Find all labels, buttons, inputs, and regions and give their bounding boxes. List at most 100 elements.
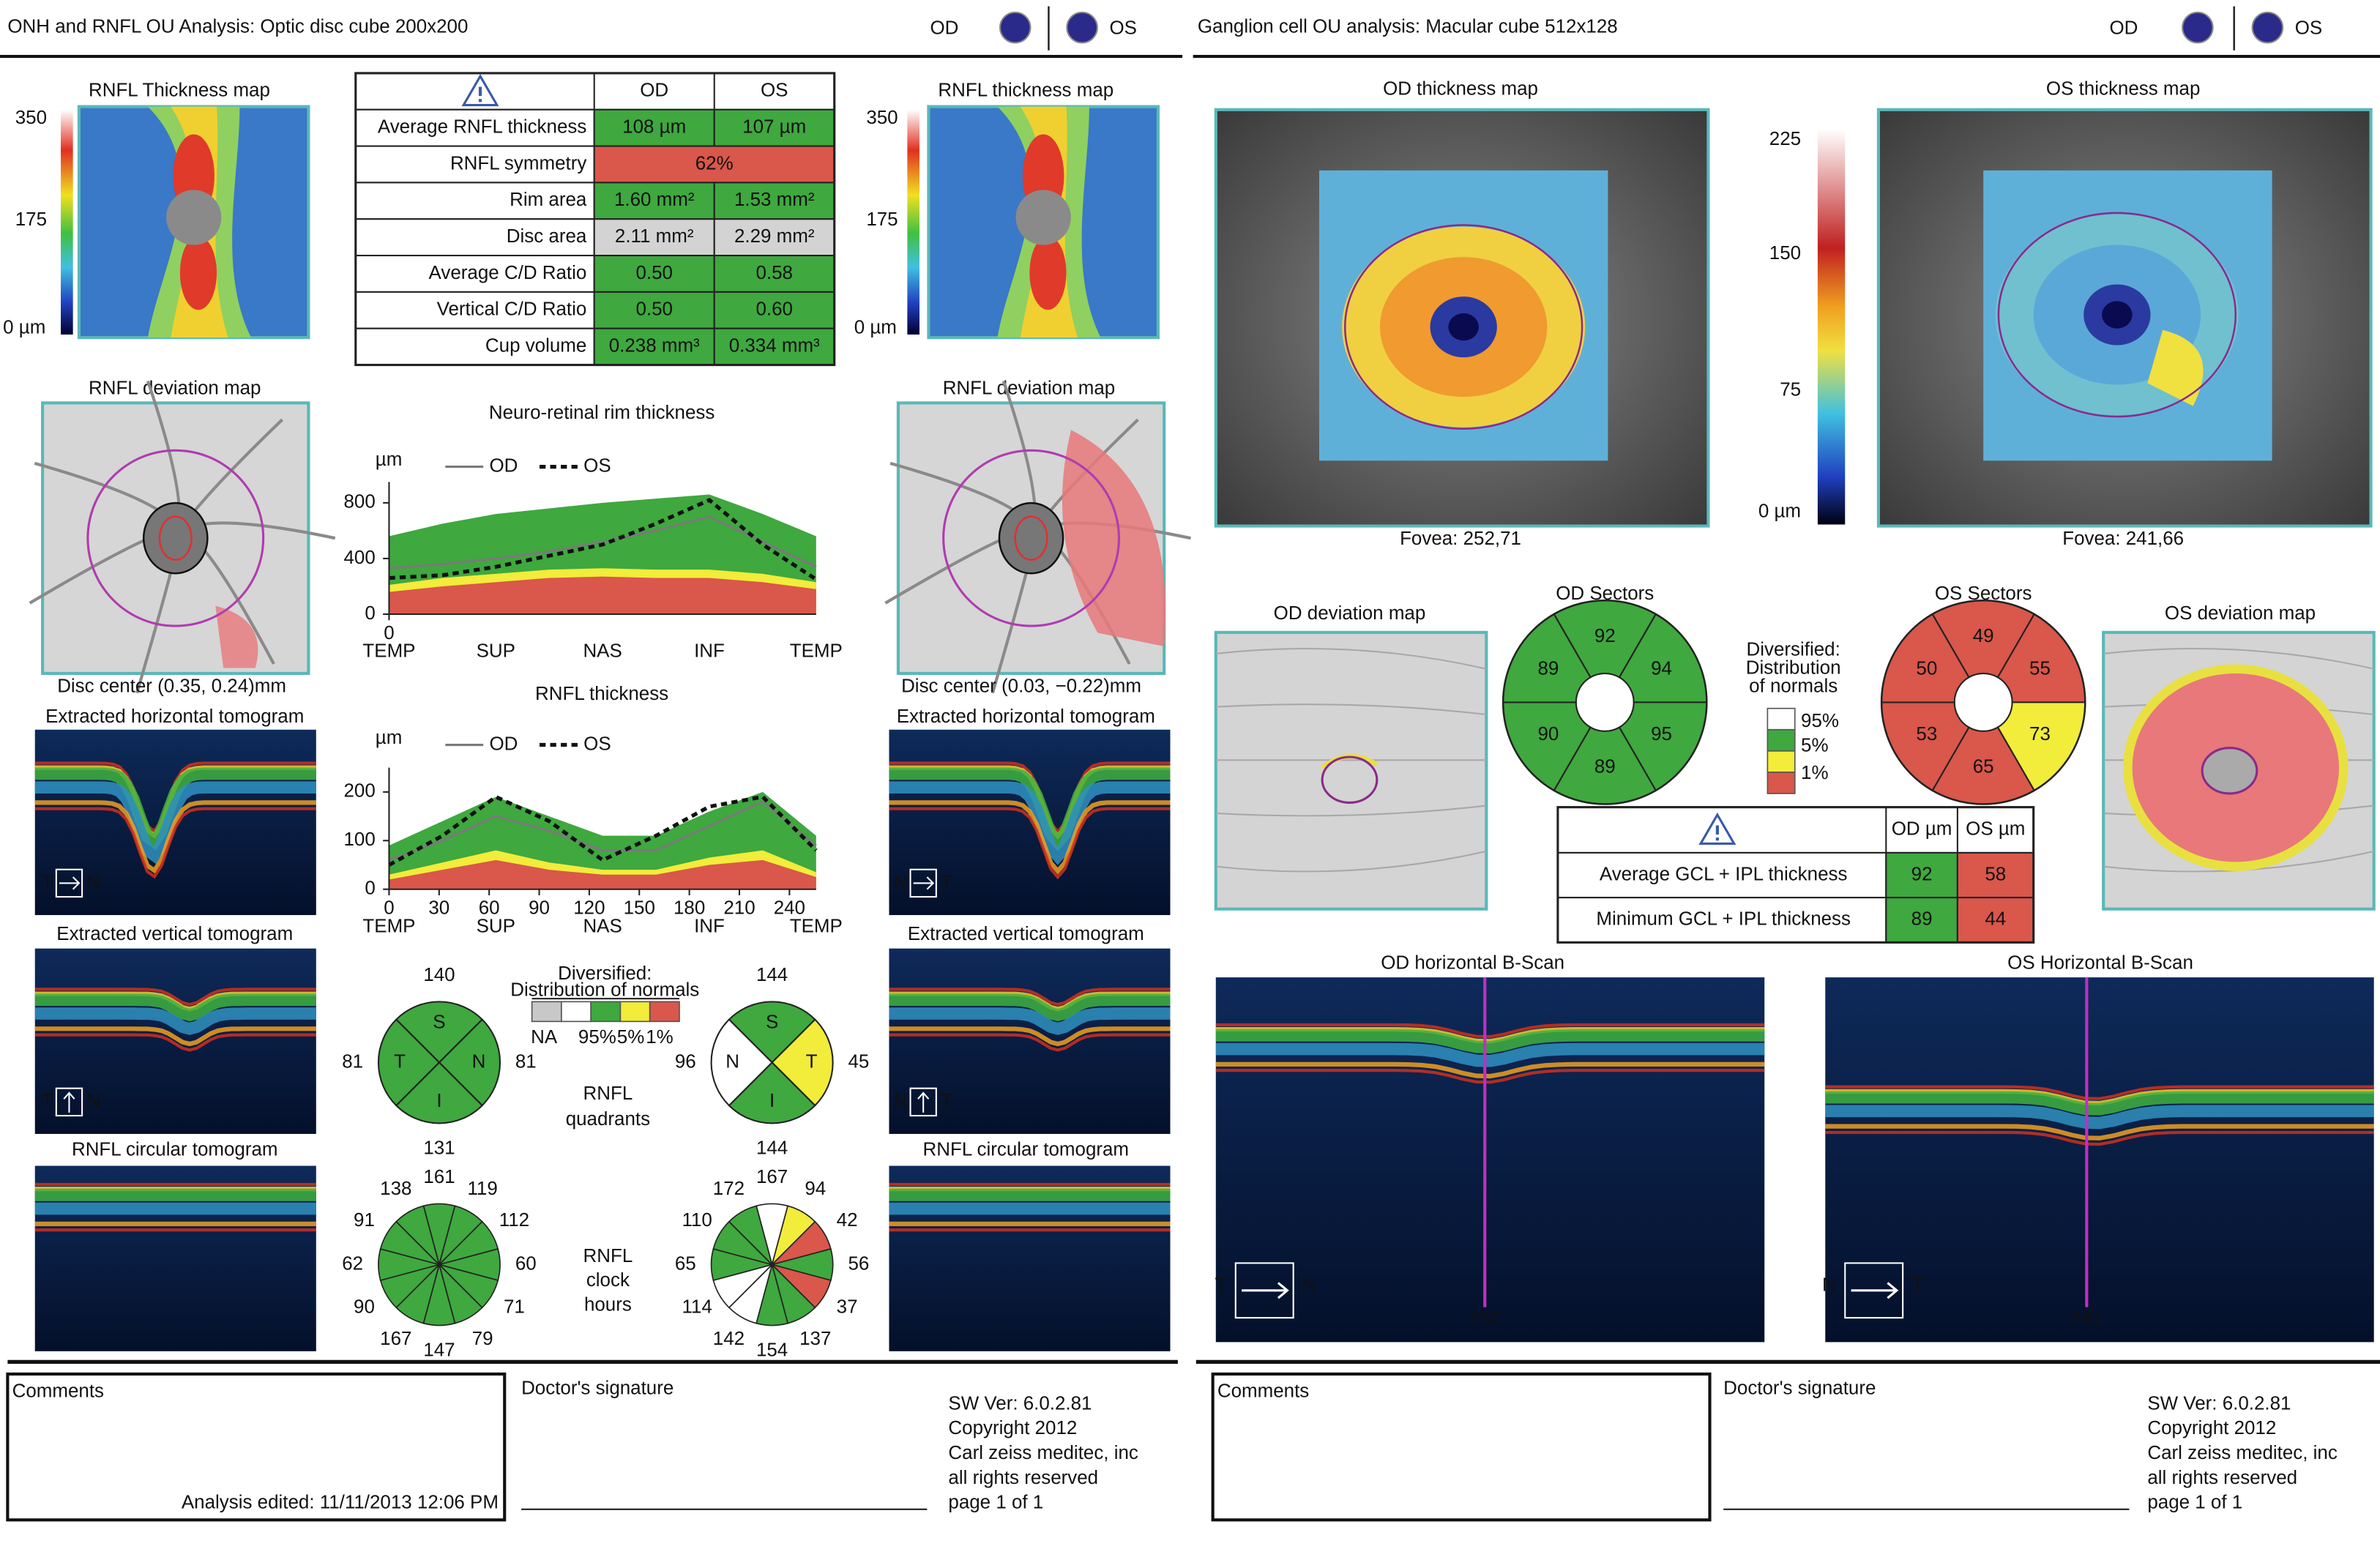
eye-icon	[2182, 11, 2214, 44]
analysis-edited: Analysis edited: 11/11/2013 12:06 PM	[182, 1492, 499, 1512]
orientation-label: N	[894, 1091, 908, 1111]
retina-layer	[1215, 1061, 1765, 1079]
retina-layer	[34, 1033, 316, 1052]
row-label: Vertical C/D Ratio	[437, 299, 587, 320]
oct-scan	[34, 948, 316, 1134]
bscan-center-label: 241	[2071, 1308, 2103, 1329]
bscan-title: OS Horizontal B-Scan	[2007, 952, 2193, 973]
eye-icon	[999, 11, 1032, 44]
page-title: ONH and RNFL OU Analysis: Optic disc cub…	[7, 17, 468, 37]
y-tick-label: 100	[343, 829, 375, 850]
x-tick-label: 150	[624, 898, 655, 919]
x-tick-label: 180	[674, 898, 705, 919]
retina-layer	[1825, 1091, 2374, 1116]
x-tick-label: 120	[573, 898, 605, 919]
vessel	[2103, 648, 2374, 670]
map-title: OD deviation map	[1274, 603, 1426, 624]
eye-label: OS	[1109, 18, 1136, 39]
cell-value: 1.53 mm²	[734, 190, 815, 210]
page-title: Ganglion cell OU analysis: Macular cube …	[1198, 17, 1618, 37]
legend-label: OS	[583, 455, 611, 476]
retina-layer	[1215, 1069, 1765, 1084]
retina-layer	[1825, 1124, 2374, 1141]
scale-label: 0 µm	[3, 318, 45, 338]
scan-circle	[942, 449, 1121, 627]
cup-margin	[158, 515, 193, 561]
software-info: all rights reserved	[948, 1468, 1098, 1488]
retina-layer	[34, 988, 316, 1007]
y-tick-label: 0	[365, 878, 375, 899]
table-cell	[593, 108, 715, 147]
legend-swatch	[1767, 750, 1796, 773]
oct-scan	[1825, 977, 2374, 1343]
x-region-label: INF	[694, 641, 725, 662]
orientation-arrow	[59, 876, 81, 890]
orientation-label: N	[1302, 1274, 1316, 1295]
clock-value: 60	[515, 1253, 537, 1274]
scale-label: 0 µm	[1758, 501, 1801, 522]
retina-layer	[1215, 1042, 1765, 1067]
orientation-label: T	[1912, 1274, 1924, 1295]
scale-label: 150	[1769, 243, 1801, 264]
fovea	[2102, 301, 2133, 329]
quadrant-letter: T	[806, 1051, 818, 1072]
comments-box	[6, 1372, 507, 1522]
legend-swatch	[561, 1001, 592, 1023]
orientation-arrow	[1851, 1282, 1899, 1299]
clock-value: 112	[499, 1210, 529, 1231]
quadrant-value: 45	[848, 1051, 870, 1072]
sector-value: 55	[2029, 659, 2051, 679]
cell-value: 92	[1911, 864, 1933, 884]
software-info: all rights reserved	[2147, 1468, 2297, 1488]
orientation-label: N	[86, 872, 100, 892]
fovea-label: Fovea: 241,66	[2062, 529, 2184, 549]
retina-layer	[889, 1007, 1171, 1035]
clock-value: 161	[423, 1167, 455, 1187]
clock-value: 71	[504, 1297, 525, 1318]
vessel	[1215, 648, 1487, 670]
tomogram-title: Extracted horizontal tomogram	[897, 706, 1155, 727]
x-tick-label: 30	[428, 898, 449, 919]
comments-box	[1211, 1372, 1712, 1522]
tomogram-title: Extracted horizontal tomogram	[45, 706, 304, 727]
table-header	[1556, 806, 2034, 854]
eye-label: OD	[930, 18, 959, 39]
scan-ellipse	[1321, 755, 1379, 804]
software-info: Copyright 2012	[2147, 1418, 2276, 1438]
table-frame	[354, 72, 836, 367]
quadrant-letter: N	[472, 1051, 486, 1072]
map-title: OS deviation map	[2165, 603, 2316, 624]
x-tick-label: 210	[723, 898, 755, 919]
cell-value: 107 µm	[742, 117, 806, 138]
sector-value: 65	[1973, 757, 1994, 777]
comments-label: Comments	[1217, 1381, 1309, 1402]
map-title: RNFL deviation map	[943, 378, 1115, 399]
cell-value: 62%	[695, 153, 734, 173]
clock-value: 172	[713, 1179, 745, 1199]
retina-layer	[1825, 1130, 2374, 1146]
quadrant-value: 81	[515, 1051, 537, 1072]
bscan-title: OD horizontal B-Scan	[1381, 952, 1564, 973]
table-cell	[354, 218, 595, 257]
scale-label: 350	[866, 108, 898, 128]
x-tick-label: 0	[384, 898, 394, 919]
clock-value: 91	[354, 1210, 375, 1231]
row-label: Average GCL + IPL thickness	[1600, 864, 1848, 884]
table-cell	[1885, 851, 1958, 899]
scale-label: 175	[866, 209, 898, 230]
eye-icon	[1066, 11, 1098, 44]
series-line	[388, 794, 818, 867]
orientation-label: T	[42, 872, 53, 892]
software-info: page 1 of 1	[2147, 1493, 2242, 1513]
axis-label: µm	[376, 728, 403, 748]
retina-layer	[889, 767, 1171, 852]
cell-value: 0.238 mm³	[609, 335, 700, 356]
tomogram-title: RNFL circular tomogram	[72, 1140, 278, 1160]
legend-title: Diversified:	[558, 963, 652, 984]
table-cell	[1556, 897, 1887, 944]
y-tick-label: 400	[343, 548, 375, 568]
retina-layer	[889, 800, 1171, 875]
legend-swatch	[1767, 707, 1796, 731]
clock-sector	[728, 1205, 774, 1267]
sector-value: 53	[1916, 724, 1937, 744]
